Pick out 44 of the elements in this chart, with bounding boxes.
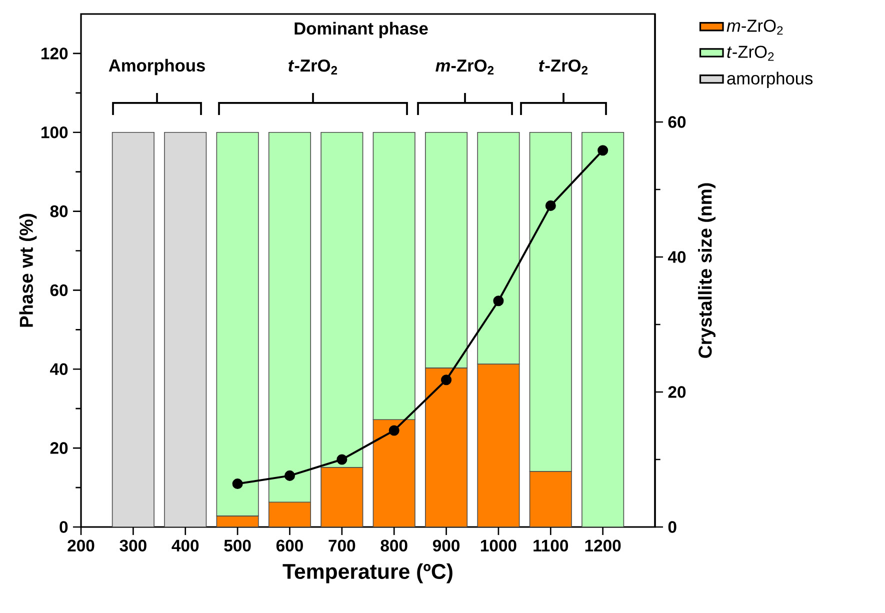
x-axis-title: Temperature (ºC): [282, 563, 452, 584]
x-tick-label: 300: [120, 540, 146, 552]
y-tick-label: 0: [60, 521, 68, 533]
y-tick-label: 60: [50, 284, 68, 296]
annotation: t-ZrO$_{2}$: [539, 59, 588, 75]
legend-label: m-ZrO$_{2}$: [726, 20, 783, 35]
bar: [164, 132, 207, 527]
x-tick-label: 400: [172, 540, 199, 552]
legend-label: t-ZrO$_{2}$: [727, 46, 774, 61]
annotation: t-ZrO$_{2}$: [288, 59, 338, 75]
y2-tick-label: 20: [668, 386, 686, 398]
x-tick-label: 900: [432, 540, 460, 552]
point: [284, 470, 296, 481]
point: [336, 454, 348, 465]
y2-tick-label: 40: [668, 251, 686, 263]
x-tick-label: 700: [328, 540, 356, 552]
y-tick-label: 20: [50, 442, 68, 454]
x-tick-label: 1000: [480, 540, 516, 552]
y-axis-title: Phase wt (%): [19, 214, 37, 327]
point: [441, 374, 452, 386]
annotation: m-ZrO$_{2}$: [436, 59, 494, 75]
x-tick-label: 200: [68, 540, 94, 552]
bar: [582, 132, 624, 527]
legend-label: amorphous: [727, 72, 813, 88]
point: [598, 145, 608, 156]
y2-axis-title: Crystallite size (nm): [698, 183, 716, 358]
x-tick-label: 800: [380, 540, 408, 552]
y2-tick-label: 60: [668, 116, 686, 128]
x-tick-label: 600: [276, 540, 303, 552]
y-tick-label: 40: [50, 363, 68, 376]
point: [232, 478, 243, 490]
x-tick-label: 1200: [585, 540, 621, 552]
y-tick-label: 80: [50, 205, 68, 218]
y2-tick-label: 0: [668, 521, 676, 533]
y-tick-label: 100: [42, 126, 68, 138]
annotation: Amorphous: [108, 58, 205, 76]
point: [493, 296, 504, 306]
point: [388, 425, 400, 436]
x-tick-label: 500: [224, 540, 251, 552]
bar: [112, 132, 154, 527]
point: [545, 200, 556, 211]
y-tick-label: 120: [42, 48, 68, 60]
x-tick-label: 1100: [534, 540, 568, 552]
annotation: Dominant phase: [294, 22, 428, 38]
